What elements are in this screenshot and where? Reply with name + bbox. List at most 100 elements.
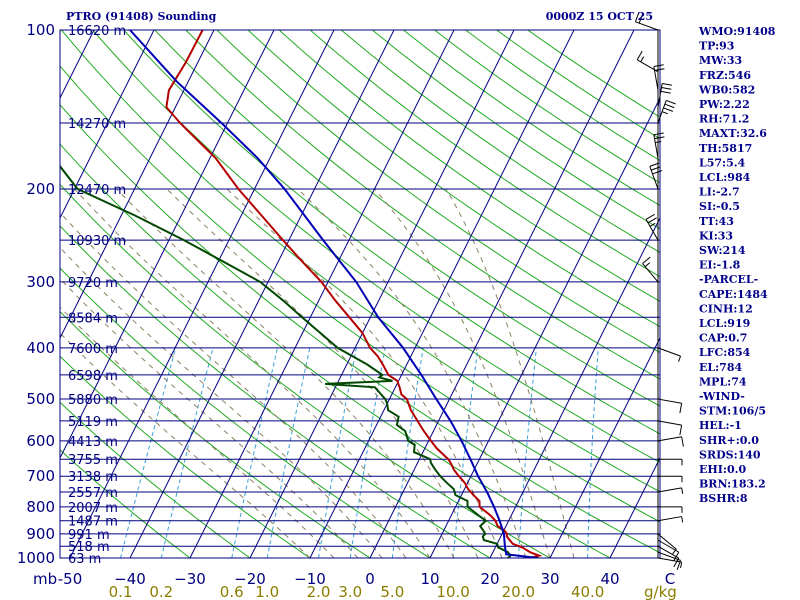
height-level-label: 9720 m <box>68 276 118 291</box>
sounding-traces <box>60 30 543 558</box>
wind-barb-flag <box>681 487 684 494</box>
index-entry: PW:2.22 <box>699 98 750 111</box>
mixing-ratio-tick-label: 0.6 <box>220 583 244 600</box>
temperature-tick-label: −10 <box>294 570 326 588</box>
height-level-label: 991 m <box>68 528 110 543</box>
wind-barb <box>657 398 682 404</box>
wind-barb-flag <box>664 103 675 109</box>
wind-barb-flag <box>678 355 682 362</box>
index-entry: SW:214 <box>699 244 746 257</box>
index-entry: RH:71.2 <box>699 113 749 126</box>
index-entry: CAP:0.7 <box>699 332 747 345</box>
wind-barb-flag <box>663 107 674 112</box>
index-entry: LCL:984 <box>699 171 751 184</box>
parcel-line <box>129 30 539 558</box>
wind-barb-flag <box>673 557 680 568</box>
moist-adiabat <box>166 188 479 558</box>
moist-adiabat <box>74 188 431 558</box>
mixing-ratio-unit-label: g/kg <box>644 583 677 600</box>
wind-barb <box>657 545 680 559</box>
dry-adiabat <box>92 30 660 463</box>
wind-barb <box>635 21 659 31</box>
index-entry: WMO:91408 <box>698 25 776 38</box>
isotherm-line <box>549 336 660 558</box>
mixing-ratio-tick-label: 2.0 <box>307 583 331 600</box>
wind-barb-flag <box>676 560 682 570</box>
wind-barb-flag <box>638 13 644 24</box>
wind-barb <box>657 516 682 522</box>
station-title: PTRO (91408) Sounding <box>66 10 217 23</box>
temperature-tick-label: 20 <box>480 570 499 588</box>
index-entry: LCL:919 <box>699 317 750 330</box>
index-entry: EL:784 <box>699 361 742 374</box>
mixing-ratio-line <box>452 347 479 558</box>
pressure-tick-label: 900 <box>26 525 55 543</box>
wind-barb-flag <box>661 86 672 90</box>
wind-barb <box>649 166 659 190</box>
mixing-ratio-line <box>120 347 177 558</box>
isotherm-line <box>60 30 275 460</box>
wind-barb-flag <box>672 548 677 555</box>
wind-barb <box>645 219 659 241</box>
index-entry: STM:106/5 <box>699 405 766 418</box>
height-level-label: 16620 m <box>68 24 126 39</box>
isobar-lines <box>60 29 660 559</box>
wind-barb <box>657 347 681 357</box>
wind-barb-flag <box>644 262 651 267</box>
wind-barb-flag <box>640 56 645 63</box>
dry-adiabat <box>60 310 371 558</box>
dry-adiabat <box>61 30 660 493</box>
mixing-ratio-tick-label: 10.0 <box>436 583 469 600</box>
wind-barb-flag <box>647 217 657 224</box>
wind-barb-flag <box>661 111 668 115</box>
index-entry: LFC:854 <box>699 346 751 359</box>
wind-barb-flag <box>662 83 673 86</box>
height-level-label: 14270 m <box>68 117 126 132</box>
index-entry: -PARCEL- <box>699 273 758 286</box>
wind-barb-flag <box>679 424 683 436</box>
temperature-tick-label: 0 <box>365 570 375 588</box>
isotherm-line <box>609 456 660 558</box>
height-level-label: 7600 m <box>68 342 118 357</box>
dewpoint-line <box>60 164 512 558</box>
mb-unit-label: mb <box>33 570 57 588</box>
mixing-ratio-tick-label: 0.1 <box>109 583 133 600</box>
index-entry: CINH:12 <box>699 302 753 315</box>
wind-barb-flag <box>653 132 664 136</box>
wind-barb-flag <box>666 99 676 105</box>
mixing-ratio-tick-label: 1.0 <box>255 583 279 600</box>
wind-barb-flag <box>655 141 662 144</box>
wind-barb-flag <box>649 162 660 167</box>
height-level-label: 63 m <box>68 552 101 567</box>
wind-barb-flag <box>645 213 655 220</box>
mixing-ratio-tick-label: 5.0 <box>380 583 404 600</box>
index-entry: BSHR:8 <box>699 492 748 505</box>
height-level-label: 6598 m <box>68 369 118 384</box>
index-entry: TH:5817 <box>699 142 752 155</box>
isotherm-line <box>429 96 660 558</box>
index-entry: SRDS:140 <box>699 448 761 461</box>
height-level-label: 3138 m <box>68 470 118 485</box>
temperature-tick-label: −20 <box>234 570 266 588</box>
index-entry: HEL:-1 <box>699 419 742 432</box>
wind-barb-flag <box>649 222 656 227</box>
wind-barb-flag <box>652 170 663 175</box>
height-level-label: 4413 m <box>68 435 118 450</box>
height-level-label: 5880 m <box>68 393 118 408</box>
wind-barb <box>636 59 659 73</box>
height-level-label: 2557 m <box>68 486 118 501</box>
index-entry: BRN:183.2 <box>699 478 766 491</box>
temperature-tick-label: −30 <box>174 570 206 588</box>
wind-barb <box>657 487 682 493</box>
wind-barb-flag <box>636 50 643 61</box>
isotherm-line <box>369 30 635 558</box>
pressure-tick-label: 500 <box>26 390 55 408</box>
pressure-tick-label: 200 <box>26 180 55 198</box>
mixing-ratio-tick-label: 0.2 <box>149 583 173 600</box>
index-entry: TP:93 <box>699 40 734 53</box>
wind-barb-flag <box>654 136 665 140</box>
isotherm-line <box>129 30 395 558</box>
plot-frame <box>59 29 661 559</box>
isotherm-line <box>489 216 660 558</box>
